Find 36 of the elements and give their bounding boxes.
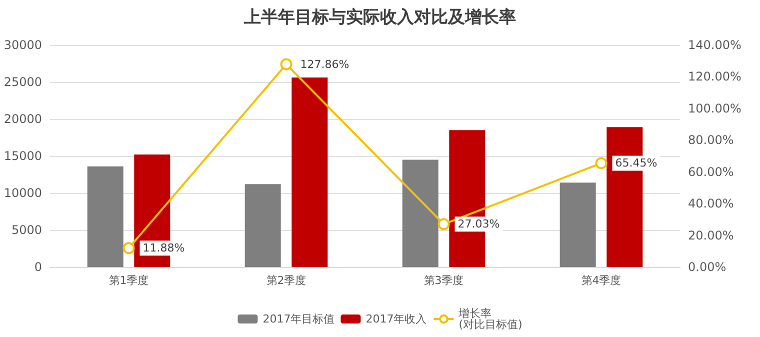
- bar: [560, 182, 596, 267]
- bar: [244, 184, 281, 267]
- legend-label: 增长率 (对比目标值): [458, 307, 522, 331]
- y2-tick-label: 60.00%: [688, 164, 734, 179]
- y-tick-label: 20000: [4, 112, 42, 126]
- x-tick-label: 第2季度: [266, 274, 306, 287]
- x-tick-label: 第1季度: [108, 274, 149, 287]
- point: [595, 157, 608, 170]
- point: [438, 218, 450, 230]
- bar: [402, 160, 438, 267]
- x-tick-label: 第3季度: [424, 274, 464, 287]
- y2-tick-label: 100.00%: [688, 101, 742, 116]
- legend-label: 2017年目标值: [262, 312, 335, 326]
- data-label: 127.86%: [300, 58, 350, 71]
- y2-tick-label: 120.00%: [688, 70, 742, 84]
- data-label: 65.45%: [615, 156, 658, 170]
- y-tick-label: 0: [34, 260, 42, 274]
- data-label: 27.03%: [458, 218, 500, 231]
- y2-tick-label: 40.00%: [688, 196, 734, 211]
- bar: [87, 166, 124, 267]
- bar: [292, 78, 328, 267]
- point: [122, 242, 135, 254]
- y2-tick-label: 0.00%: [688, 260, 726, 274]
- x-tick-label: 第4季度: [581, 274, 622, 287]
- data-label: 11.88%: [142, 242, 185, 255]
- y2-tick-label: 140.00%: [688, 38, 742, 52]
- y-tick-label: 5000: [11, 223, 42, 237]
- y-tick-label: 10000: [4, 186, 42, 200]
- y2-tick-label: 80.00%: [688, 133, 734, 148]
- y-tick-label: 30000: [4, 38, 42, 52]
- legend-label: 2017年收入: [366, 312, 427, 326]
- y-tick-label: 25000: [4, 75, 42, 89]
- chart-title: 上半年目标与实际收入对比及增长率: [243, 8, 516, 28]
- y2-tick-label: 20.00%: [688, 228, 734, 242]
- y-tick-label: 15000: [4, 149, 42, 163]
- point: [280, 58, 292, 70]
